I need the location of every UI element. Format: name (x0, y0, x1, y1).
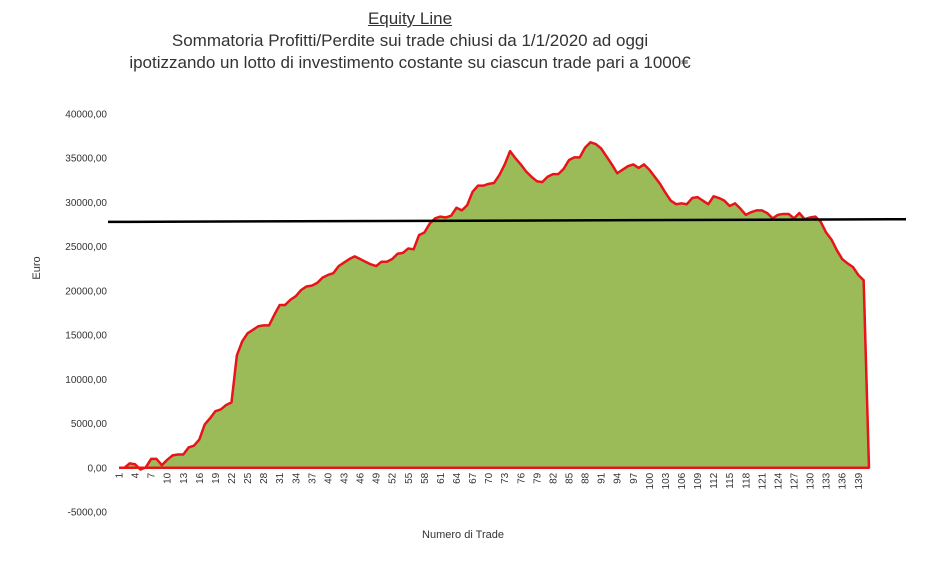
x-tick-label: 121 (757, 472, 768, 489)
x-tick-label: 130 (806, 472, 817, 489)
x-tick-label: 73 (500, 472, 511, 484)
x-tick-label: 118 (741, 472, 752, 488)
x-tick-label: 22 (227, 472, 238, 484)
x-tick-label: 1 (115, 472, 126, 478)
reference-line (107, 217, 907, 224)
x-tick-label: 109 (693, 472, 704, 489)
y-tick-label: 35000,00 (65, 154, 107, 165)
x-tick-label: 37 (307, 472, 318, 484)
x-tick-label: 25 (243, 472, 254, 484)
x-tick-label: 16 (195, 472, 206, 484)
x-axis-title: Numero di Trade (422, 529, 504, 541)
y-tick-label: 25000,00 (65, 242, 107, 253)
x-tick-label: 70 (484, 472, 495, 484)
x-tick-label: 85 (565, 472, 576, 484)
x-tick-label: 43 (340, 472, 351, 484)
title-block: Equity Line Sommatoria Profitti/Perdite … (0, 8, 820, 74)
x-tick-label: 4 (131, 472, 142, 478)
x-tick-label: 19 (211, 472, 222, 484)
x-tick-label: 88 (581, 472, 592, 484)
x-tick-label: 28 (259, 472, 270, 484)
x-tick-label: 82 (548, 472, 559, 484)
x-tick-label: 46 (356, 472, 367, 484)
x-tick-label: 115 (725, 472, 736, 488)
x-tick-label: 58 (420, 472, 431, 484)
y-tick-label: 10000,00 (65, 375, 107, 386)
x-tick-label: 61 (436, 472, 447, 484)
chart-title: Equity Line (367, 9, 453, 28)
x-tick-label: 64 (452, 472, 463, 484)
x-tick-label: 31 (275, 472, 286, 484)
x-tick-label: 133 (822, 472, 833, 489)
x-tick-label: 91 (597, 472, 608, 484)
x-tick-label: 52 (388, 472, 399, 484)
y-tick-label: 0,00 (88, 463, 108, 474)
x-tick-label: 112 (709, 472, 720, 488)
x-tick-label: 139 (854, 472, 865, 489)
y-axis-ticks: 40000,00 35000,00 30000,00 25000,00 20000,00… (65, 110, 107, 519)
x-tick-label: 103 (661, 472, 672, 489)
x-tick-label: 67 (468, 472, 479, 484)
x-tick-label: 106 (677, 472, 688, 489)
y-tick-label: 30000,00 (65, 198, 107, 209)
y-tick-label: -5000,00 (68, 508, 108, 519)
x-tick-label: 124 (773, 472, 784, 489)
x-tick-label: 49 (372, 472, 383, 484)
y-tick-label: 5000,00 (71, 419, 108, 430)
x-tick-label: 127 (790, 472, 801, 489)
x-tick-label: 94 (613, 472, 624, 484)
x-tick-label: 79 (532, 472, 543, 484)
chart-subtitle-line-1: Sommatoria Profitti/Perdite sui trade ch… (171, 31, 649, 50)
plot-area (107, 141, 907, 471)
x-tick-label: 55 (404, 472, 415, 484)
y-tick-label: 40000,00 (65, 110, 107, 121)
x-tick-label: 76 (516, 472, 527, 484)
x-tick-label: 97 (629, 472, 640, 484)
x-tick-label: 40 (323, 472, 334, 484)
equity-line (119, 141, 871, 471)
x-axis-ticks: 1 4 7 10 13 16 19 22 25 28 31 34 37 40 43 46 49 52 55 58 61 6… (115, 472, 865, 489)
x-tick-label: 7 (147, 472, 158, 478)
x-tick-label: 34 (291, 472, 302, 484)
x-tick-label: 10 (163, 472, 174, 484)
chart-subtitle-line-2: ipotizzando un lotto di investimento cos… (129, 53, 691, 72)
x-tick-label: 100 (645, 472, 656, 489)
x-tick-label: 13 (179, 472, 190, 484)
equity-area (119, 142, 869, 470)
y-axis-title: Euro (31, 256, 43, 279)
y-tick-label: 20000,00 (65, 286, 107, 297)
y-tick-label: 15000,00 (65, 331, 107, 342)
x-tick-label: 136 (838, 472, 849, 489)
